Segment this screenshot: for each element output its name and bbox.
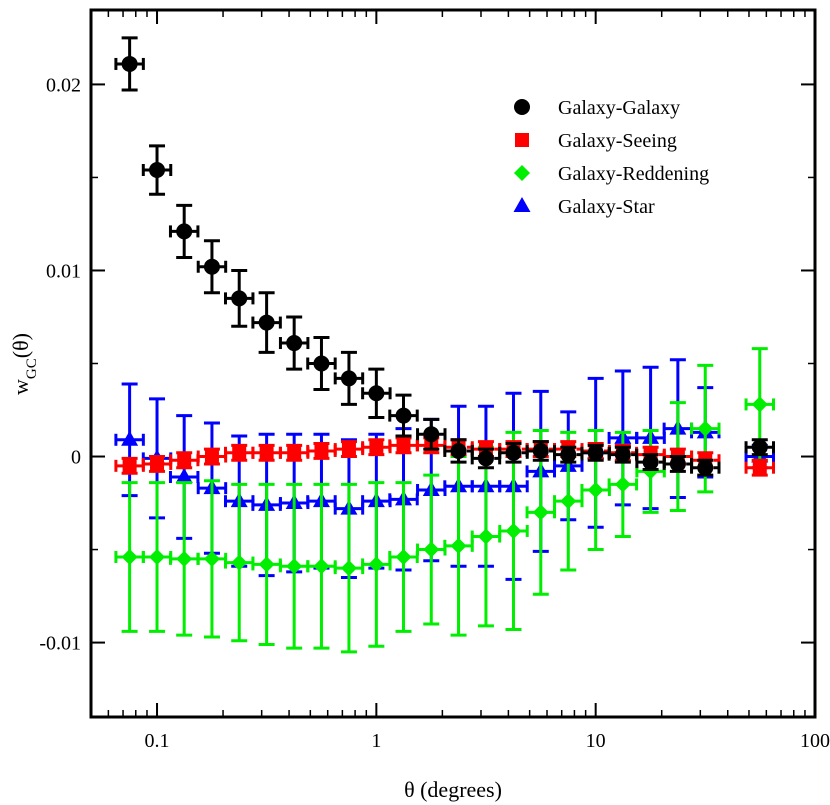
x-axis-label: θ (degrees) — [404, 777, 502, 802]
y-tick-label: -0.01 — [39, 633, 81, 655]
data-point-diamond — [203, 550, 220, 567]
data-point-circle — [532, 442, 549, 459]
legend: Galaxy-Galaxy Galaxy-Seeing Galaxy-Reddeni… — [513, 97, 709, 218]
data-point-square — [122, 458, 137, 473]
data-point-diamond — [450, 537, 467, 554]
data-point-diamond — [395, 548, 412, 565]
data-point-square — [341, 442, 356, 457]
data-point-diamond — [505, 522, 522, 539]
data-point-circle — [313, 355, 330, 372]
axes: 0.1 1 10 100 0.02 0.01 0 -0.01 — [39, 10, 830, 752]
data-point-diamond — [340, 560, 357, 577]
data-point-circle — [286, 335, 303, 352]
data-point-circle — [423, 426, 440, 443]
y-axis-label-main: w — [8, 379, 33, 395]
legend-entry: Galaxy-Seeing — [515, 130, 677, 152]
data-point-square — [232, 445, 247, 460]
data-point-circle — [340, 370, 357, 387]
data-point-circle — [614, 446, 631, 463]
data-point-square — [396, 438, 411, 453]
legend-entry: Galaxy-Galaxy — [514, 97, 680, 119]
data-point-circle — [477, 450, 494, 467]
data-point-square — [287, 445, 302, 460]
legend-label: Galaxy-Reddening — [558, 163, 709, 185]
legend-marker-circle — [514, 99, 530, 115]
data-point-diamond — [423, 541, 440, 558]
data-point-square — [259, 445, 274, 460]
plot-marks — [114, 36, 775, 654]
data-point-diamond — [231, 554, 248, 571]
data-point-circle — [697, 459, 714, 476]
data-point-circle — [669, 455, 686, 472]
data-point-circle — [203, 258, 220, 275]
data-point-square — [369, 440, 384, 455]
data-point-square — [752, 460, 767, 475]
data-point-circle — [121, 55, 138, 72]
data-point-circle — [560, 446, 577, 463]
data-point-circle — [505, 444, 522, 461]
data-point-circle — [642, 454, 659, 471]
data-point-diamond — [587, 482, 604, 499]
legend-entry: Galaxy-Star — [513, 196, 655, 218]
data-point-diamond — [614, 476, 631, 493]
data-point-triangle — [175, 467, 193, 483]
y-axis-label-tail: (θ) — [8, 333, 33, 358]
legend-label: Galaxy-Seeing — [558, 130, 677, 152]
data-point-circle — [395, 407, 412, 424]
data-point-square — [177, 453, 192, 468]
data-point-circle — [176, 223, 193, 240]
y-axis-label-sub: GC — [24, 358, 40, 379]
data-point-diamond — [532, 504, 549, 521]
legend-marker-triangle — [513, 197, 531, 212]
data-point-triangle — [121, 430, 139, 446]
y-tick-label: 0 — [71, 447, 81, 469]
series-galaxy-galaxy — [114, 36, 775, 477]
legend-marker-square — [515, 133, 529, 147]
x-tick-label: 100 — [800, 730, 830, 752]
data-point-circle — [450, 442, 467, 459]
data-point-circle — [231, 290, 248, 307]
x-tick-label: 10 — [586, 730, 606, 752]
data-point-diamond — [286, 558, 303, 575]
data-point-diamond — [697, 420, 714, 437]
data-point-diamond — [121, 548, 138, 565]
data-point-diamond — [751, 396, 768, 413]
data-point-square — [204, 449, 219, 464]
data-point-diamond — [477, 528, 494, 545]
data-point-circle — [149, 162, 166, 179]
y-axis-label: wGC(θ) — [8, 333, 40, 395]
series-galaxy-reddening — [114, 347, 775, 654]
legend-label: Galaxy-Star — [558, 196, 655, 218]
plot-frame — [89, 8, 817, 719]
data-point-diamond — [149, 548, 166, 565]
legend-marker-diamond — [514, 165, 530, 181]
data-point-square — [314, 443, 329, 458]
data-point-circle — [751, 439, 768, 456]
data-point-diamond — [368, 556, 385, 573]
legend-label: Galaxy-Galaxy — [558, 97, 680, 119]
data-point-circle — [587, 444, 604, 461]
x-tick-label: 1 — [371, 730, 381, 752]
data-point-diamond — [313, 558, 330, 575]
y-tick-label: 0.01 — [46, 260, 81, 282]
data-point-square — [150, 456, 165, 471]
data-point-diamond — [258, 556, 275, 573]
data-point-circle — [368, 385, 385, 402]
y-tick-label: 0.02 — [46, 74, 81, 96]
data-point-diamond — [176, 550, 193, 567]
legend-entry: Galaxy-Reddening — [514, 163, 709, 185]
x-tick-label: 0.1 — [145, 730, 170, 752]
data-point-diamond — [560, 493, 577, 510]
data-point-circle — [258, 314, 275, 331]
